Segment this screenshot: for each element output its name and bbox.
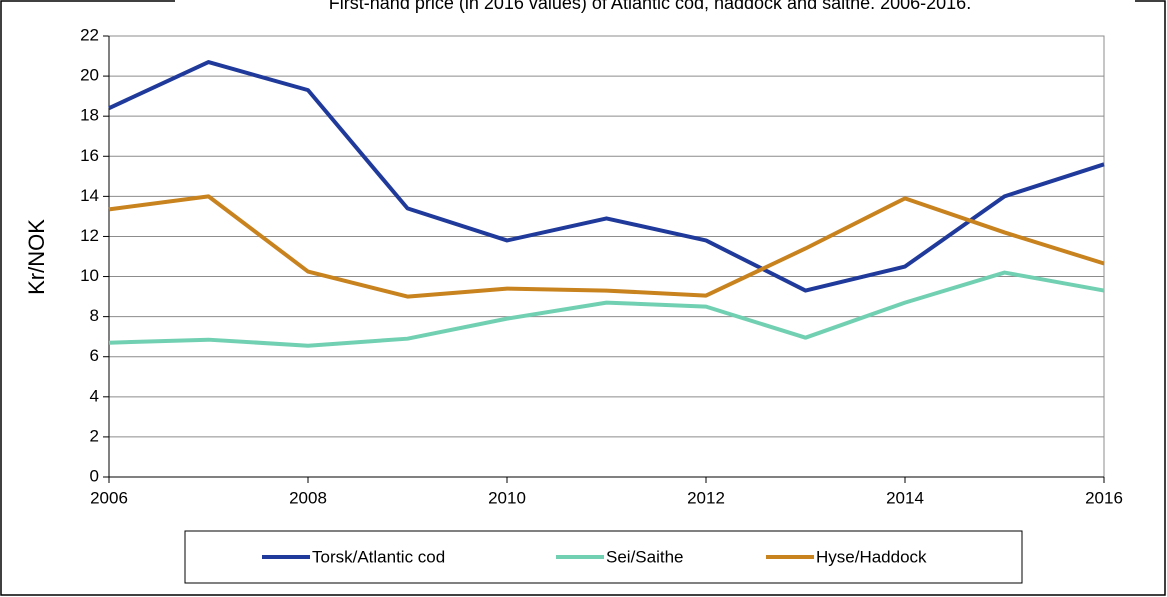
series-line [108,270,1105,348]
y-tick-label: 2 [90,426,99,445]
legend-label: Sei/Saithe [606,547,684,566]
y-tick-label: 14 [80,186,99,205]
y-tick-label: 8 [90,306,99,325]
x-tick-label: 2016 [1085,488,1123,507]
x-tick-label: 2006 [90,488,128,507]
y-axis-label: Kr/NOK [24,219,49,295]
y-tick-label: 0 [90,466,99,485]
legend-label: Torsk/Atlantic cod [312,547,445,566]
series-line [108,194,1105,299]
x-tick-label: 2008 [289,488,327,507]
y-tick-label: 22 [80,25,99,44]
y-tick-label: 10 [80,266,99,285]
x-tick-label: 2010 [488,488,526,507]
y-tick-label: 6 [90,346,99,365]
y-tick-label: 12 [80,226,99,245]
legend-label: Hyse/Haddock [816,547,927,566]
series-line [108,60,1105,293]
x-tick-label: 2014 [886,488,924,507]
x-tick-label: 2012 [687,488,725,507]
y-tick-label: 16 [80,146,99,165]
y-tick-label: 18 [80,106,99,125]
y-tick-label: 20 [80,66,99,85]
chart-title: First-hand price (in 2016 values) of Atl… [329,0,971,13]
title-background [175,0,1135,14]
y-tick-label: 4 [90,386,99,405]
